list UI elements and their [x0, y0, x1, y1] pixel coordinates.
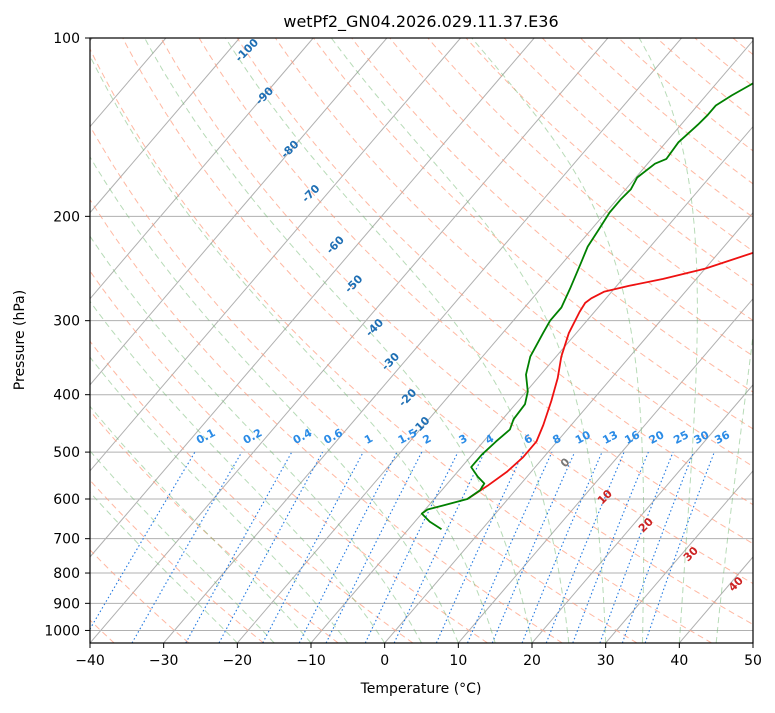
- y-tick-label: 1000: [44, 623, 80, 639]
- y-axis-label: Pressure (hPa): [12, 290, 28, 390]
- x-tick-label: −30: [149, 653, 179, 669]
- y-tick-label: 200: [53, 209, 80, 225]
- x-tick-label: −40: [75, 653, 105, 669]
- x-tick-label: 10: [449, 653, 467, 669]
- y-tick-label: 400: [53, 388, 80, 404]
- x-tick-label: 30: [597, 653, 615, 669]
- y-tick-label: 500: [53, 445, 80, 461]
- x-tick-label: 20: [523, 653, 541, 669]
- y-tick-label: 300: [53, 314, 80, 330]
- x-tick-label: 40: [670, 653, 688, 669]
- x-tick-label: 50: [744, 653, 762, 669]
- y-tick-label: 100: [53, 31, 80, 47]
- x-tick-label: 0: [380, 653, 389, 669]
- y-tick-label: 900: [53, 596, 80, 612]
- x-tick-label: −20: [223, 653, 253, 669]
- chart-title: wetPf2_GN04.2026.029.11.37.E36: [283, 12, 558, 32]
- y-tick-label: 700: [53, 532, 80, 548]
- x-tick-label: −10: [296, 653, 326, 669]
- y-tick-label: 800: [53, 566, 80, 582]
- x-axis-label: Temperature (°C): [360, 681, 482, 697]
- y-tick-label: 600: [53, 492, 80, 508]
